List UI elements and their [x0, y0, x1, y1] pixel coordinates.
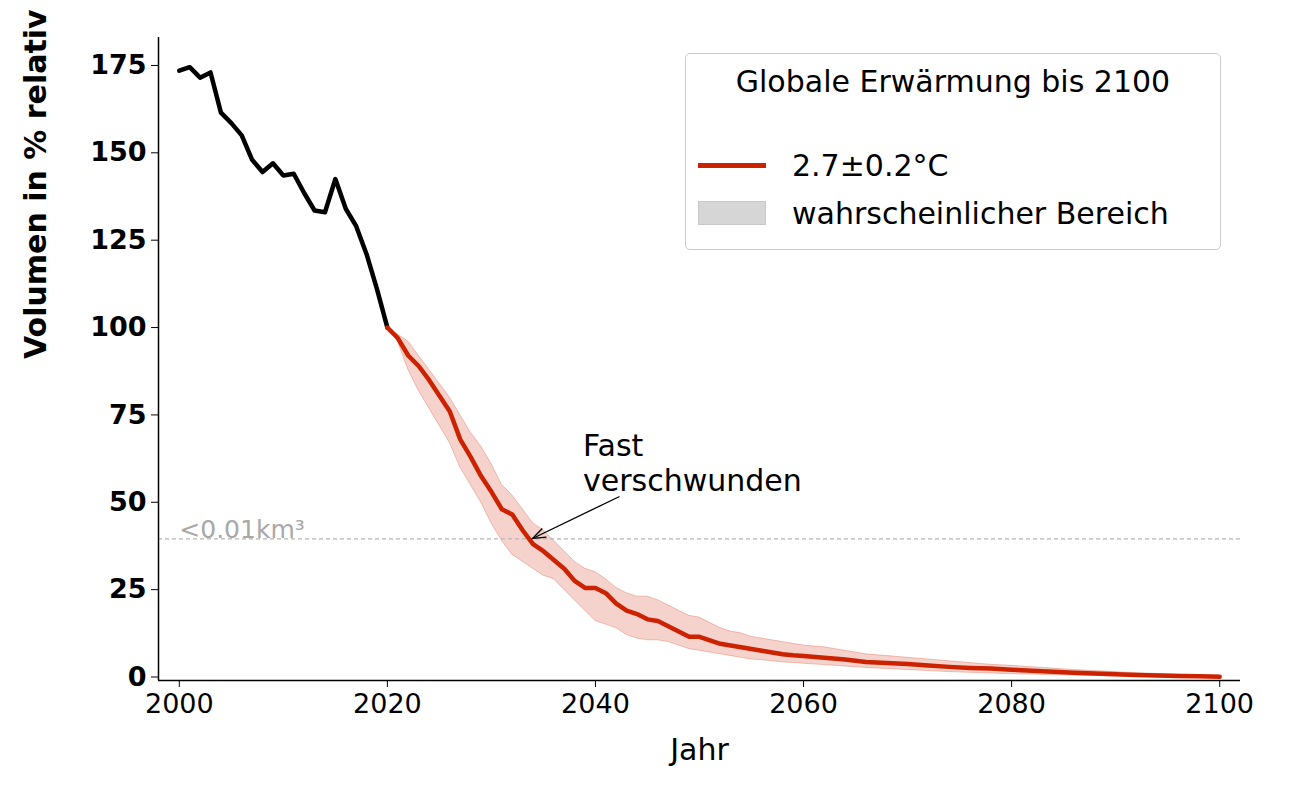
svg-text:125: 125: [90, 224, 146, 255]
svg-text:Jahr: Jahr: [668, 732, 729, 767]
svg-text:25: 25: [109, 573, 147, 604]
svg-text:150: 150: [90, 136, 146, 167]
svg-text:0: 0: [128, 661, 147, 692]
svg-text:2060: 2060: [769, 688, 838, 719]
html-text:wahrscheinlicher Bereich: wahrscheinlicher Bereich: [792, 195, 1169, 231]
svg-text:100: 100: [90, 311, 146, 342]
svg-text:Fastverschwunden: Fastverschwunden: [583, 428, 802, 498]
svg-text:2020: 2020: [353, 688, 422, 719]
svg-text:Volumen in % relativ zu 2020: Volumen in % relativ zu 2020: [18, 0, 53, 359]
svg-text:75: 75: [109, 399, 147, 430]
svg-text:50: 50: [109, 486, 147, 517]
html-text:Globale Erwärmung bis 2100: Globale Erwärmung bis 2100: [735, 64, 1171, 99]
svg-text:2040: 2040: [561, 688, 630, 719]
svg-text:<0.01km³: <0.01km³: [179, 515, 304, 544]
svg-text:2080: 2080: [977, 688, 1046, 719]
html-text:2.7±0.2°C: 2.7±0.2°C: [792, 147, 949, 183]
svg-text:175: 175: [90, 49, 146, 80]
svg-text:2000: 2000: [145, 688, 214, 719]
svg-text:2100: 2100: [1185, 688, 1254, 719]
